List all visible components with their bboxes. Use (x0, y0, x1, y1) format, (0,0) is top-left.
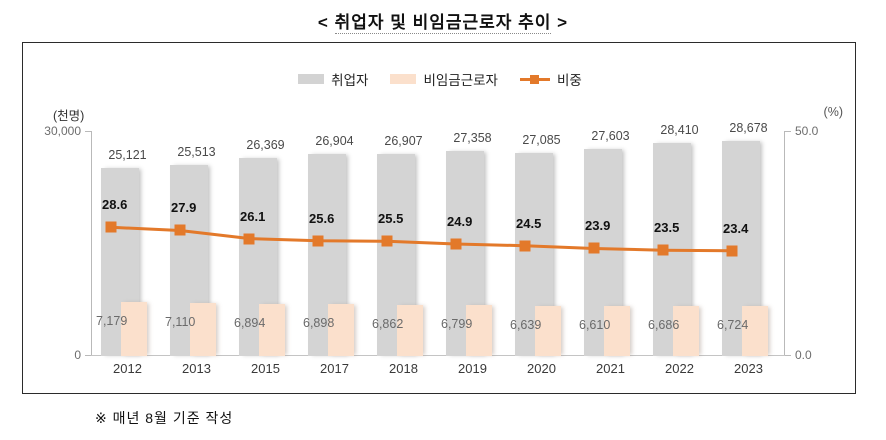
legend-label-nonwage: 비임금근로자 (423, 73, 498, 88)
bar-label-employed: 27,358 (453, 130, 492, 145)
line-label-ratio: 24.9 (447, 213, 473, 229)
bar-column: 26,369 26.1 6,894 (231, 131, 300, 356)
footnote: ※ 매년 8월 기준 작성 (95, 410, 234, 426)
bar-label-employed: 27,085 (522, 132, 561, 147)
line-label-ratio: 28.6 (102, 197, 128, 213)
bar-nonwage (535, 306, 561, 356)
x-axis-label: 2012 (113, 361, 142, 376)
chart-frame: 취업자 비임금근로자 비중 (천명) (%) 30,000 0 50.0 0.0… (22, 42, 856, 394)
bar-label-employed: 27,603 (591, 128, 630, 143)
bar-label-nonwage: 6,639 (510, 318, 542, 333)
line-label-ratio: 25.5 (378, 211, 404, 227)
tick-right-top (785, 131, 791, 132)
ratio-marker (657, 244, 669, 256)
ratio-marker (105, 221, 117, 233)
title-bracket-right: > (557, 13, 569, 32)
ratio-marker (519, 240, 531, 252)
line-label-ratio: 25.6 (309, 210, 335, 226)
title-text: 취업자 및 비임금근로자 추이 (334, 13, 552, 34)
ratio-marker (588, 242, 600, 254)
x-axis-label: 2019 (458, 361, 487, 376)
peach-swatch-icon (390, 74, 417, 84)
bar-label-employed: 28,410 (660, 122, 699, 137)
x-axis-label: 2015 (251, 361, 280, 376)
x-axis-label: 2017 (320, 361, 349, 376)
bar-nonwage (604, 306, 630, 356)
bar-nonwage (259, 304, 285, 356)
y-axis-left (91, 131, 92, 356)
page-title: < 취업자 및 비임금근로자 추이 > (0, 8, 886, 34)
bar-label-nonwage: 6,686 (648, 317, 680, 332)
x-axis-label: 2022 (665, 361, 694, 376)
chart-legend: 취업자 비임금근로자 비중 (23, 69, 857, 89)
bar-nonwage (742, 305, 768, 356)
bar-columns: 25,121 28.6 7,179 25,513 27.9 7,110 26,369 26.1… (93, 121, 783, 356)
bar-label-nonwage: 7,179 (96, 314, 128, 329)
bar-nonwage (673, 305, 699, 356)
bar-label-employed: 28,678 (729, 120, 768, 135)
ratio-marker (174, 224, 186, 236)
bar-label-nonwage: 6,610 (579, 318, 611, 333)
bar-column: 26,904 25.6 6,898 (300, 131, 369, 356)
bar-label-nonwage: 6,898 (303, 316, 335, 331)
bar-column: 26,907 25.5 6,862 (369, 131, 438, 356)
tick-right-bottom (785, 355, 791, 356)
axis-unit-right: (%) (823, 105, 843, 119)
ratio-marker (450, 238, 462, 250)
x-axis-label: 2018 (389, 361, 418, 376)
tick-left-bottom (85, 355, 91, 356)
bar-column: 25,121 28.6 7,179 (93, 131, 162, 356)
bar-nonwage (397, 304, 423, 356)
x-axis-label: 2023 (734, 361, 763, 376)
title-bracket-left: < (317, 13, 329, 32)
legend-item-nonwage: 비임금근로자 (390, 69, 498, 89)
bar-label-employed: 26,904 (315, 134, 354, 149)
bar-column: 27,358 24.9 6,799 (438, 131, 507, 356)
bar-label-nonwage: 6,724 (717, 317, 749, 332)
bar-label-employed: 26,907 (384, 134, 423, 149)
legend-item-ratio: 비중 (519, 69, 582, 89)
x-axis-label: 2013 (182, 361, 211, 376)
legend-item-employed: 취업자 (298, 69, 368, 89)
axis-unit-left: (천명) (53, 109, 85, 123)
bar-label-nonwage: 6,894 (234, 316, 266, 331)
bar-nonwage (190, 302, 216, 356)
bar-label-employed: 25,121 (108, 147, 147, 162)
ratio-marker (726, 245, 738, 257)
orange-line-marker-icon (519, 74, 550, 84)
bar-label-nonwage: 6,799 (441, 317, 473, 332)
bar-nonwage (121, 302, 147, 356)
bar-label-nonwage: 7,110 (165, 314, 196, 329)
line-label-ratio: 26.1 (240, 208, 266, 224)
y-axis-right (784, 131, 785, 356)
bar-label-employed: 25,513 (177, 144, 216, 159)
ratio-marker (243, 233, 255, 245)
plot-area: 30,000 0 50.0 0.0 25,121 28.6 7,179 25,513 2… (44, 121, 818, 362)
bar-nonwage (328, 304, 354, 356)
y-tick-label-right-top: 50.0 (795, 124, 819, 138)
x-axis-label: 2020 (527, 361, 556, 376)
bar-label-employed: 26,369 (246, 138, 285, 153)
bar-column: 25,513 27.9 7,110 (162, 131, 231, 356)
bar-nonwage (466, 305, 492, 356)
legend-label-employed: 취업자 (331, 73, 369, 88)
line-label-ratio: 27.9 (171, 200, 197, 216)
tick-left-top (85, 131, 91, 132)
x-axis-baseline (91, 355, 785, 356)
bar-column: 27,085 24.5 6,639 (507, 131, 576, 356)
bar-label-nonwage: 6,862 (372, 316, 404, 331)
y-tick-label-left-top: 30,000 (44, 124, 81, 138)
y-tick-label-right-bottom: 0.0 (795, 348, 812, 362)
y-tick-label-left-bottom: 0 (74, 348, 81, 362)
gray-swatch-icon (298, 74, 325, 84)
legend-label-ratio: 비중 (556, 73, 582, 88)
ratio-markers (93, 131, 783, 356)
x-axis-labels: 2012 2013 2015 2017 2018 2019 2020 2021 2022 2023 (93, 361, 783, 385)
ratio-marker (312, 235, 324, 247)
x-axis-label: 2021 (596, 361, 625, 376)
ratio-marker (381, 235, 393, 247)
